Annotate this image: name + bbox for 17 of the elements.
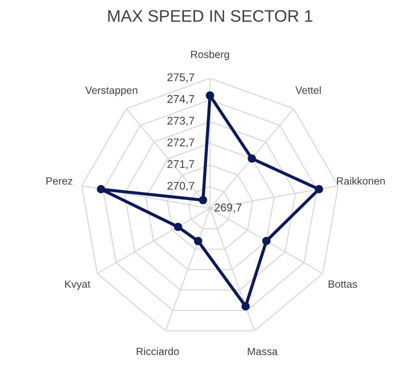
y-tick-label: 272,7 — [167, 138, 194, 148]
y-tick-label: 275,7 — [167, 73, 194, 83]
y-tick-label: 274,7 — [167, 95, 194, 104]
spoke-label: Bottas — [328, 280, 357, 288]
spoke-label: Massa — [248, 348, 278, 356]
spoke-label: Ricciardo — [136, 347, 179, 356]
spoke-label: Perez — [46, 177, 72, 185]
chart-title: MAX SPEED IN SECTOR 1 — [108, 10, 312, 22]
spoke-label: Vettel — [295, 86, 321, 94]
spoke-label: Verstappen — [85, 86, 138, 96]
y-tick-label: 269,7 — [214, 204, 242, 213]
spoke-label: Rosberg — [191, 50, 230, 60]
spoke-label: Kvyat — [65, 280, 90, 290]
y-tick-label: 270,7 — [167, 182, 194, 192]
y-tick-label: 271,7 — [167, 160, 194, 170]
spoke-label: Raikkonen — [337, 176, 385, 185]
y-tick-label: 273,7 — [167, 116, 194, 126]
